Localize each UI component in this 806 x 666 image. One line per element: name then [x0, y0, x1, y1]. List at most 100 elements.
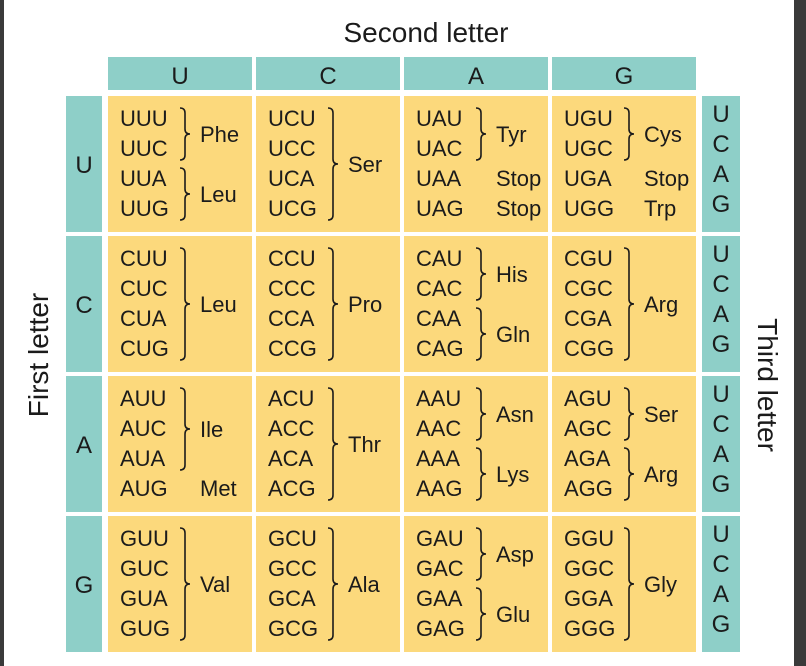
codon-ggc: GGC: [564, 556, 614, 581]
group-brace: [623, 447, 635, 501]
third-letter-c: C: [712, 411, 729, 438]
codon-uaa: UAA: [416, 166, 462, 191]
first-letter-u: U: [75, 152, 92, 179]
amino-acid-label: Pro: [348, 292, 382, 317]
group-brace: [623, 387, 635, 441]
codon-agc: AGC: [564, 416, 612, 441]
amino-acid-label: Stop: [496, 196, 541, 221]
group-brace: [327, 107, 339, 221]
first-letter-cell-g: [66, 516, 102, 652]
amino-acid-label: Arg: [644, 462, 678, 487]
codon-ugg: UGG: [564, 196, 614, 221]
third-letter-title: Third letter: [752, 318, 783, 452]
codon-gcu: GCU: [268, 526, 317, 551]
codon-uga: UGA: [564, 166, 612, 191]
codon-ugc: UGC: [564, 136, 613, 161]
group-brace: [179, 387, 191, 471]
second-letter-header-c: [256, 57, 400, 90]
group-brace: [475, 387, 487, 441]
amino-acid-label: Leu: [200, 292, 237, 317]
third-letter-cell-u: [702, 96, 740, 232]
codon-ggg: GGG: [564, 616, 615, 641]
amino-acid-label: Phe: [200, 122, 239, 147]
codon-auc: AUC: [120, 416, 167, 441]
first-letter-c: C: [75, 292, 92, 319]
codon-cgc: CGC: [564, 276, 613, 301]
amino-acid-label: Stop: [644, 166, 689, 191]
amino-acid-label: Asp: [496, 542, 534, 567]
codon-aug: AUG: [120, 476, 168, 501]
first-letter-a: A: [76, 432, 92, 459]
codon-agg: AGG: [564, 476, 613, 501]
codon-guc: GUC: [120, 556, 169, 581]
amino-acid-label: Ser: [348, 152, 382, 177]
codon-cell: [404, 376, 548, 512]
codon-gua: GUA: [120, 586, 168, 611]
codon-uug: UUG: [120, 196, 169, 221]
group-brace: [327, 247, 339, 361]
third-letter-g: G: [712, 471, 731, 498]
codon-cell: [552, 96, 696, 232]
first-letter-cell-a: [66, 376, 102, 512]
codon-cell: [108, 96, 252, 232]
group-brace: [179, 167, 191, 221]
second-letter-header-u: [108, 57, 252, 90]
third-letter-u: U: [712, 521, 729, 548]
amino-acid-label: Ala: [348, 572, 381, 597]
third-letter-c: C: [712, 551, 729, 578]
codon-ccc: CCC: [268, 276, 316, 301]
codon-auu: AUU: [120, 386, 166, 411]
codon-cuc: CUC: [120, 276, 168, 301]
codon-aag: AAG: [416, 476, 462, 501]
amino-acid-label: Leu: [200, 182, 237, 207]
codon-cell: [256, 96, 400, 232]
third-letter-a: A: [713, 161, 729, 188]
codon-gac: GAC: [416, 556, 464, 581]
group-brace: [623, 247, 635, 361]
amino-acid-label: Asn: [496, 402, 534, 427]
third-letter-c: C: [712, 271, 729, 298]
codon-cell: [256, 376, 400, 512]
codon-gca: GCA: [268, 586, 316, 611]
group-brace: [179, 107, 191, 161]
group-brace: [475, 247, 487, 301]
codon-cag: CAG: [416, 336, 464, 361]
first-letter-cell-c: [66, 236, 102, 372]
codon-aca: ACA: [268, 446, 314, 471]
amino-acid-label: Ile: [200, 417, 223, 442]
third-letter-c: C: [712, 131, 729, 158]
amino-acid-label: Thr: [348, 432, 381, 457]
third-letter-a: A: [713, 581, 729, 608]
codon-cell: [404, 516, 548, 652]
second-letter-header-a: [404, 57, 548, 90]
amino-acid-label: Val: [200, 572, 230, 597]
second-letter-header-g: [552, 57, 696, 90]
third-letter-g: G: [712, 611, 731, 638]
codon-gaa: GAA: [416, 586, 463, 611]
group-brace: [475, 107, 487, 161]
codon-aau: AAU: [416, 386, 461, 411]
first-letter-title: First letter: [23, 293, 54, 417]
codon-cell: [552, 236, 696, 372]
codon-ugu: UGU: [564, 106, 613, 131]
codon-ucu: UCU: [268, 106, 316, 131]
amino-acid-label: Cys: [644, 122, 682, 147]
codon-uag: UAG: [416, 196, 464, 221]
codon-cell: [552, 376, 696, 512]
third-letter-cell-g: [702, 516, 740, 652]
codon-cell: [404, 236, 548, 372]
codon-aua: AUA: [120, 446, 166, 471]
codon-cell: [552, 516, 696, 652]
amino-acid-label: Ser: [644, 402, 678, 427]
third-letter-u: U: [712, 381, 729, 408]
codon-ggu: GGU: [564, 526, 614, 551]
codon-cgu: CGU: [564, 246, 613, 271]
codon-cell: [108, 236, 252, 372]
second-letter-g: G: [615, 63, 634, 90]
codon-cug: CUG: [120, 336, 169, 361]
second-letter-a: A: [468, 63, 484, 90]
codon-uca: UCA: [268, 166, 315, 191]
codon-cca: CCA: [268, 306, 315, 331]
group-brace: [327, 527, 339, 641]
